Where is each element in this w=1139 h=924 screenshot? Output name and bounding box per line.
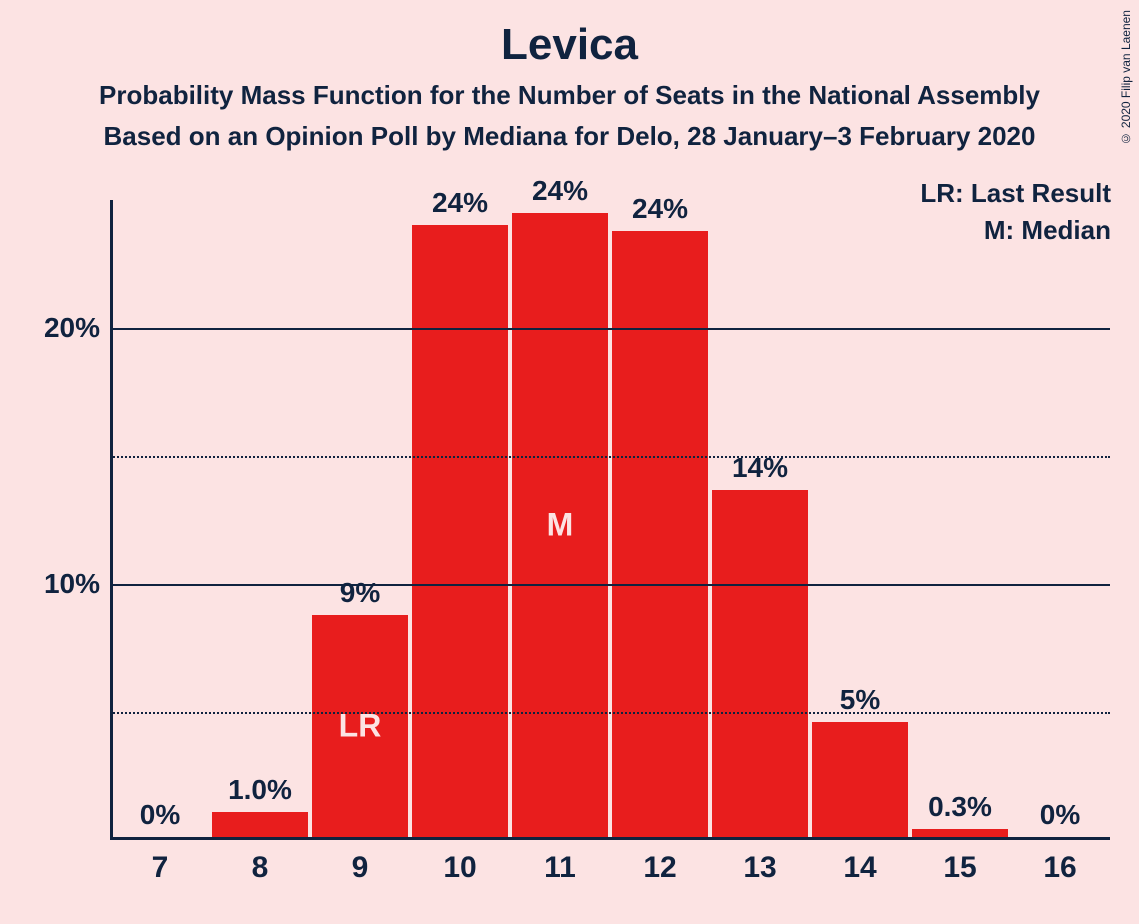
bar-value-label: 24% <box>512 175 608 213</box>
bar-inner-label: M <box>512 506 608 543</box>
bar: 0.3% <box>912 829 1008 837</box>
x-axis-label: 9 <box>310 837 410 885</box>
x-axis-label: 10 <box>410 837 510 885</box>
bar-slot: 24%12 <box>610 200 710 837</box>
gridline <box>110 712 1110 714</box>
bar-chart: 0%71.0%89%LR924%1024%M1124%1214%135%140.… <box>110 200 1110 840</box>
bar-value-label: 5% <box>812 684 908 722</box>
bar-value-label: 1.0% <box>212 774 308 812</box>
bar: 9%LR <box>312 615 408 837</box>
bar-slot: 9%LR9 <box>310 200 410 837</box>
bar: 24% <box>412 225 508 837</box>
x-axis-label: 13 <box>710 837 810 885</box>
bar: 24%M <box>512 213 608 837</box>
bar-slot: 14%13 <box>710 200 810 837</box>
copyright: © 2020 Filip van Laenen <box>1119 10 1133 145</box>
bars-container: 0%71.0%89%LR924%1024%M1124%1214%135%140.… <box>110 200 1110 837</box>
bar-value-label: 0% <box>1012 799 1108 837</box>
bar-slot: 24%10 <box>410 200 510 837</box>
x-axis-label: 15 <box>910 837 1010 885</box>
y-axis-label: 10% <box>30 568 100 600</box>
x-axis-label: 11 <box>510 837 610 885</box>
bar: 14% <box>712 490 808 837</box>
x-axis-label: 7 <box>110 837 210 885</box>
y-axis-label: 20% <box>30 312 100 344</box>
chart-title: Levica <box>0 0 1139 70</box>
bar-slot: 1.0%8 <box>210 200 310 837</box>
bar: 1.0% <box>212 812 308 837</box>
bar-value-label: 0.3% <box>912 791 1008 829</box>
bar-slot: 5%14 <box>810 200 910 837</box>
bar-value-label: 0% <box>112 799 208 837</box>
bar: 24% <box>612 231 708 837</box>
chart-subtitle-1: Probability Mass Function for the Number… <box>0 80 1139 111</box>
gridline <box>110 456 1110 458</box>
bar-value-label: 14% <box>712 452 808 490</box>
bar-value-label: 24% <box>612 193 708 231</box>
bar: 5% <box>812 722 908 837</box>
bar-slot: 0.3%15 <box>910 200 1010 837</box>
bar-slot: 24%M11 <box>510 200 610 837</box>
chart-subtitle-2: Based on an Opinion Poll by Mediana for … <box>0 121 1139 152</box>
gridline <box>110 328 1110 330</box>
x-axis-label: 8 <box>210 837 310 885</box>
bar-slot: 0%16 <box>1010 200 1110 837</box>
bar-value-label: 24% <box>412 187 508 225</box>
x-axis-label: 12 <box>610 837 710 885</box>
x-axis-label: 16 <box>1010 837 1110 885</box>
x-axis-label: 14 <box>810 837 910 885</box>
bar-slot: 0%7 <box>110 200 210 837</box>
gridline <box>110 584 1110 586</box>
